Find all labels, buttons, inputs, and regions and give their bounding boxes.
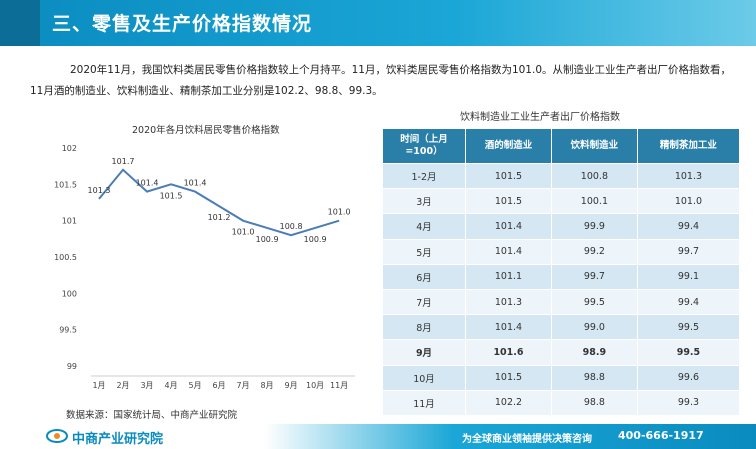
table-cell: 101.4 bbox=[465, 314, 552, 341]
data-label: 101.4 bbox=[184, 179, 207, 188]
table-cell: 101.5 bbox=[465, 364, 552, 391]
table-cell: 102.2 bbox=[465, 389, 552, 416]
x-tick-label: 2月 bbox=[116, 381, 129, 390]
table-cell: 101.3 bbox=[636, 162, 741, 190]
header-bar: 三、零售及生产价格指数情况 bbox=[0, 0, 756, 46]
table-cell: 8月 bbox=[382, 314, 466, 341]
data-label: 101.2 bbox=[208, 213, 231, 222]
table-cell: 101.0 bbox=[636, 188, 741, 215]
table-cell: 99.1 bbox=[636, 263, 741, 290]
table-row: 7月 101.3 99.5 99.4 bbox=[382, 288, 741, 316]
table-row: 3月 101.5 100.1 101.0 bbox=[382, 188, 741, 215]
table-cell: 6月 bbox=[382, 263, 466, 290]
table-row: 10月 101.5 98.8 99.6 bbox=[382, 364, 741, 391]
table-cell: 3月 bbox=[382, 188, 466, 215]
table-row: 6月 101.1 99.7 99.1 bbox=[382, 263, 741, 290]
table-cell: 101.5 bbox=[465, 188, 552, 215]
y-tick-label: 100 bbox=[62, 289, 77, 298]
table-header-cell: 酒的制造业 bbox=[465, 128, 552, 164]
table-header-row: 时间（上月=100） 酒的制造业 饮料制造业 精制茶加工业 bbox=[382, 128, 741, 164]
table-cell: 101.5 bbox=[465, 162, 552, 190]
table-row: 5月 101.4 99.2 99.7 bbox=[382, 238, 741, 265]
table-cell: 4月 bbox=[382, 213, 466, 240]
table-cell: 100.1 bbox=[550, 188, 638, 215]
table-cell: 99.5 bbox=[636, 339, 741, 366]
table-header-cell: 时间（上月=100） bbox=[382, 128, 466, 164]
x-tick-label: 8月 bbox=[261, 381, 274, 390]
y-tick-label: 99.5 bbox=[59, 326, 77, 335]
x-tick-label: 5月 bbox=[188, 381, 201, 390]
table-row: 9月 101.6 98.9 99.5 bbox=[382, 339, 741, 366]
y-tick-label: 102 bbox=[62, 144, 77, 153]
data-label: 101.0 bbox=[232, 228, 255, 237]
table-row: 4月 101.4 99.9 99.4 bbox=[382, 213, 741, 240]
table-cell: 1-2月 bbox=[382, 162, 466, 190]
table-cell: 10月 bbox=[382, 364, 466, 391]
price-index-table: 时间（上月=100） 酒的制造业 饮料制造业 精制茶加工业 1-2月 101.5 100.… bbox=[382, 128, 741, 416]
table-row: 1-2月 101.5 100.8 101.3 bbox=[382, 162, 741, 190]
intro-paragraph: 2020年11月，我国饮料类居民零售价格指数较上个月持平。11月，饮料类居民零售… bbox=[30, 64, 732, 97]
table-row: 8月 101.4 99.0 99.5 bbox=[382, 314, 741, 341]
series-line bbox=[98, 168, 340, 237]
data-label: 100.9 bbox=[256, 235, 279, 244]
data-label: 101.4 bbox=[136, 179, 159, 188]
table-cell: 11月 bbox=[382, 389, 466, 416]
x-tick-label: 3月 bbox=[140, 381, 153, 390]
table-cell: 5月 bbox=[382, 238, 466, 265]
table-cell: 98.8 bbox=[550, 364, 638, 391]
table-cell: 99.5 bbox=[550, 288, 638, 316]
x-tick-label: 1月 bbox=[92, 381, 105, 390]
footer-logo-text: 中商产业研究院 bbox=[72, 432, 164, 447]
data-label: 101.0 bbox=[328, 208, 351, 217]
table-cell: 99.3 bbox=[636, 389, 741, 416]
data-label: 100.8 bbox=[280, 222, 303, 231]
x-tick-label: 10月 bbox=[306, 381, 324, 390]
y-tick-label: 100.5 bbox=[55, 253, 77, 262]
chart-title: 2020年各月饮料居民零售价格指数 bbox=[132, 125, 280, 136]
table-cell: 101.3 bbox=[465, 288, 552, 316]
page-title: 三、零售及生产价格指数情况 bbox=[52, 13, 313, 35]
y-tick-label: 99 bbox=[67, 362, 77, 371]
line-chart: 99 99.5 100 100.5 101 101.5 102 1月 2月 3月 4月 5月 6月 7月 8… bbox=[55, 144, 355, 390]
table-header-cell: 精制茶加工业 bbox=[636, 128, 741, 164]
table-cell: 99.4 bbox=[636, 288, 741, 316]
table-cell: 101.4 bbox=[465, 213, 552, 240]
footer-bar bbox=[0, 424, 756, 449]
x-tick-label: 9月 bbox=[285, 381, 298, 390]
table-cell: 101.1 bbox=[465, 263, 552, 290]
footer-phone: 400-666-1917 bbox=[618, 429, 704, 442]
table-cell: 99.9 bbox=[550, 213, 638, 240]
data-source: 数据来源：国家统计局、中商产业研究院 bbox=[66, 410, 238, 421]
table-cell: 99.4 bbox=[636, 213, 741, 240]
company-logo-icon bbox=[46, 429, 68, 443]
header-accent bbox=[0, 0, 40, 46]
data-label: 100.9 bbox=[304, 235, 327, 244]
data-label: 101.5 bbox=[160, 191, 183, 200]
table-cell: 99.2 bbox=[550, 238, 638, 265]
table-cell: 99.6 bbox=[636, 364, 741, 391]
y-tick-label: 101 bbox=[62, 217, 77, 226]
table-cell: 99.0 bbox=[550, 314, 638, 341]
footer-slogan: 为全球商业领袖提供决策咨询 bbox=[462, 434, 592, 445]
x-tick-label: 4月 bbox=[164, 381, 177, 390]
table-cell: 101.4 bbox=[465, 238, 552, 265]
x-tick-label: 11月 bbox=[330, 381, 348, 390]
table-cell: 98.9 bbox=[550, 339, 638, 366]
x-tick-label: 6月 bbox=[213, 381, 226, 390]
table-cell: 99.5 bbox=[636, 314, 741, 341]
table-cell: 100.8 bbox=[550, 162, 638, 190]
table-cell: 99.7 bbox=[550, 263, 638, 290]
table-header-cell: 饮料制造业 bbox=[550, 128, 638, 164]
y-tick-label: 101.5 bbox=[55, 180, 77, 189]
table-cell: 99.7 bbox=[636, 238, 741, 265]
table-cell: 7月 bbox=[382, 288, 466, 316]
data-label: 101.3 bbox=[88, 186, 111, 195]
x-tick-label: 7月 bbox=[237, 381, 250, 390]
data-label: 101.7 bbox=[112, 157, 135, 166]
table-cell: 101.6 bbox=[465, 339, 552, 366]
table-cell: 9月 bbox=[382, 339, 466, 366]
table-title: 饮料制造业工业生产者出厂价格指数 bbox=[460, 112, 620, 123]
table-cell: 98.8 bbox=[550, 389, 638, 416]
table-row: 11月 102.2 98.8 99.3 bbox=[382, 389, 741, 416]
